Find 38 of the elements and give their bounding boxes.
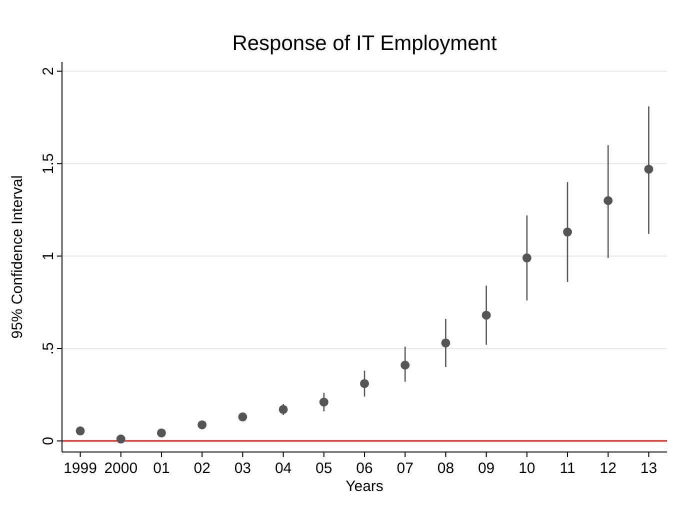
y-tick-label: 2 (40, 67, 57, 76)
chart-title: Response of IT Employment (232, 32, 497, 55)
point (278, 404, 288, 414)
x-tick-label: 06 (356, 460, 373, 477)
x-tick-label: 2000 (104, 460, 138, 477)
y-tick-label: 1.5 (40, 153, 57, 174)
point (400, 360, 410, 370)
x-tick-label: 08 (437, 460, 454, 477)
point (319, 398, 328, 407)
point (441, 338, 450, 348)
x-axis-title: Years (346, 478, 384, 495)
point (238, 412, 248, 422)
x-tick-label: 04 (274, 460, 292, 477)
x-tick-label: 01 (153, 460, 170, 477)
x-tick-label: 09 (478, 460, 495, 477)
point (360, 379, 369, 388)
x-tick-label: 12 (600, 460, 616, 477)
point (522, 253, 532, 262)
point (156, 428, 166, 438)
y-axis-title: 95% Confidence Interval (9, 175, 26, 339)
x-tick-label: 02 (194, 460, 210, 477)
y-tick-label: .5 (40, 342, 57, 355)
x-tick-label: 11 (560, 460, 576, 477)
x-tick-label: 07 (396, 460, 414, 477)
x-tick-label: 05 (316, 460, 332, 477)
point (482, 310, 491, 320)
y-tick-label: 1 (40, 252, 57, 260)
point (116, 434, 126, 444)
y-tick-label: 0 (40, 436, 57, 446)
point (644, 164, 654, 174)
x-tick-label: 1999 (64, 460, 97, 477)
point (76, 426, 85, 436)
x-tick-label: 03 (234, 460, 252, 477)
point (604, 196, 613, 206)
point (198, 420, 207, 430)
x-tick-label: 13 (640, 460, 658, 477)
x-tick-label: 10 (518, 460, 536, 477)
point (563, 228, 572, 237)
